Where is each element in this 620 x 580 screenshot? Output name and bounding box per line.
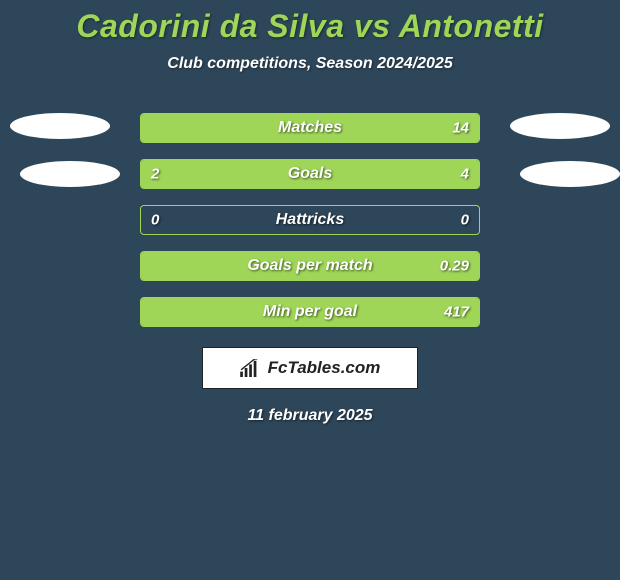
player-right-marker-2 [520,161,620,187]
stat-row: 0Hattricks0 [140,205,480,235]
source-badge[interactable]: FcTables.com [202,347,418,389]
stat-label: Hattricks [141,211,479,229]
footer-date: 11 february 2025 [0,407,620,425]
player-left-marker-1 [10,113,110,139]
stat-label: Goals [141,165,479,183]
chart-area: Matches14 2Goals4 0Hattricks0 Goals per mat… [0,113,620,425]
stat-value-right: 0.29 [440,258,469,275]
stat-row: 2Goals4 [140,159,480,189]
stat-row: Goals per match0.29 [140,251,480,281]
stat-label: Goals per match [141,257,479,275]
badge-inner: FcTables.com [240,358,381,378]
stat-value-right: 0 [461,212,469,229]
bar-chart-icon [240,359,262,377]
comparison-card: Cadorini da Silva vs Antonetti Club comp… [0,0,620,425]
player-right-marker-1 [510,113,610,139]
stat-label: Min per goal [141,303,479,321]
stat-value-right: 417 [444,304,469,321]
stat-value-right: 14 [452,120,469,137]
badge-text: FcTables.com [268,358,381,378]
stat-row: Min per goal417 [140,297,480,327]
stat-value-right: 4 [461,166,469,183]
stat-row: Matches14 [140,113,480,143]
subtitle: Club competitions, Season 2024/2025 [0,55,620,73]
player-left-marker-2 [20,161,120,187]
stat-bars: Matches14 2Goals4 0Hattricks0 Goals per mat… [140,113,480,327]
stat-label: Matches [141,119,479,137]
page-title: Cadorini da Silva vs Antonetti [0,8,620,45]
